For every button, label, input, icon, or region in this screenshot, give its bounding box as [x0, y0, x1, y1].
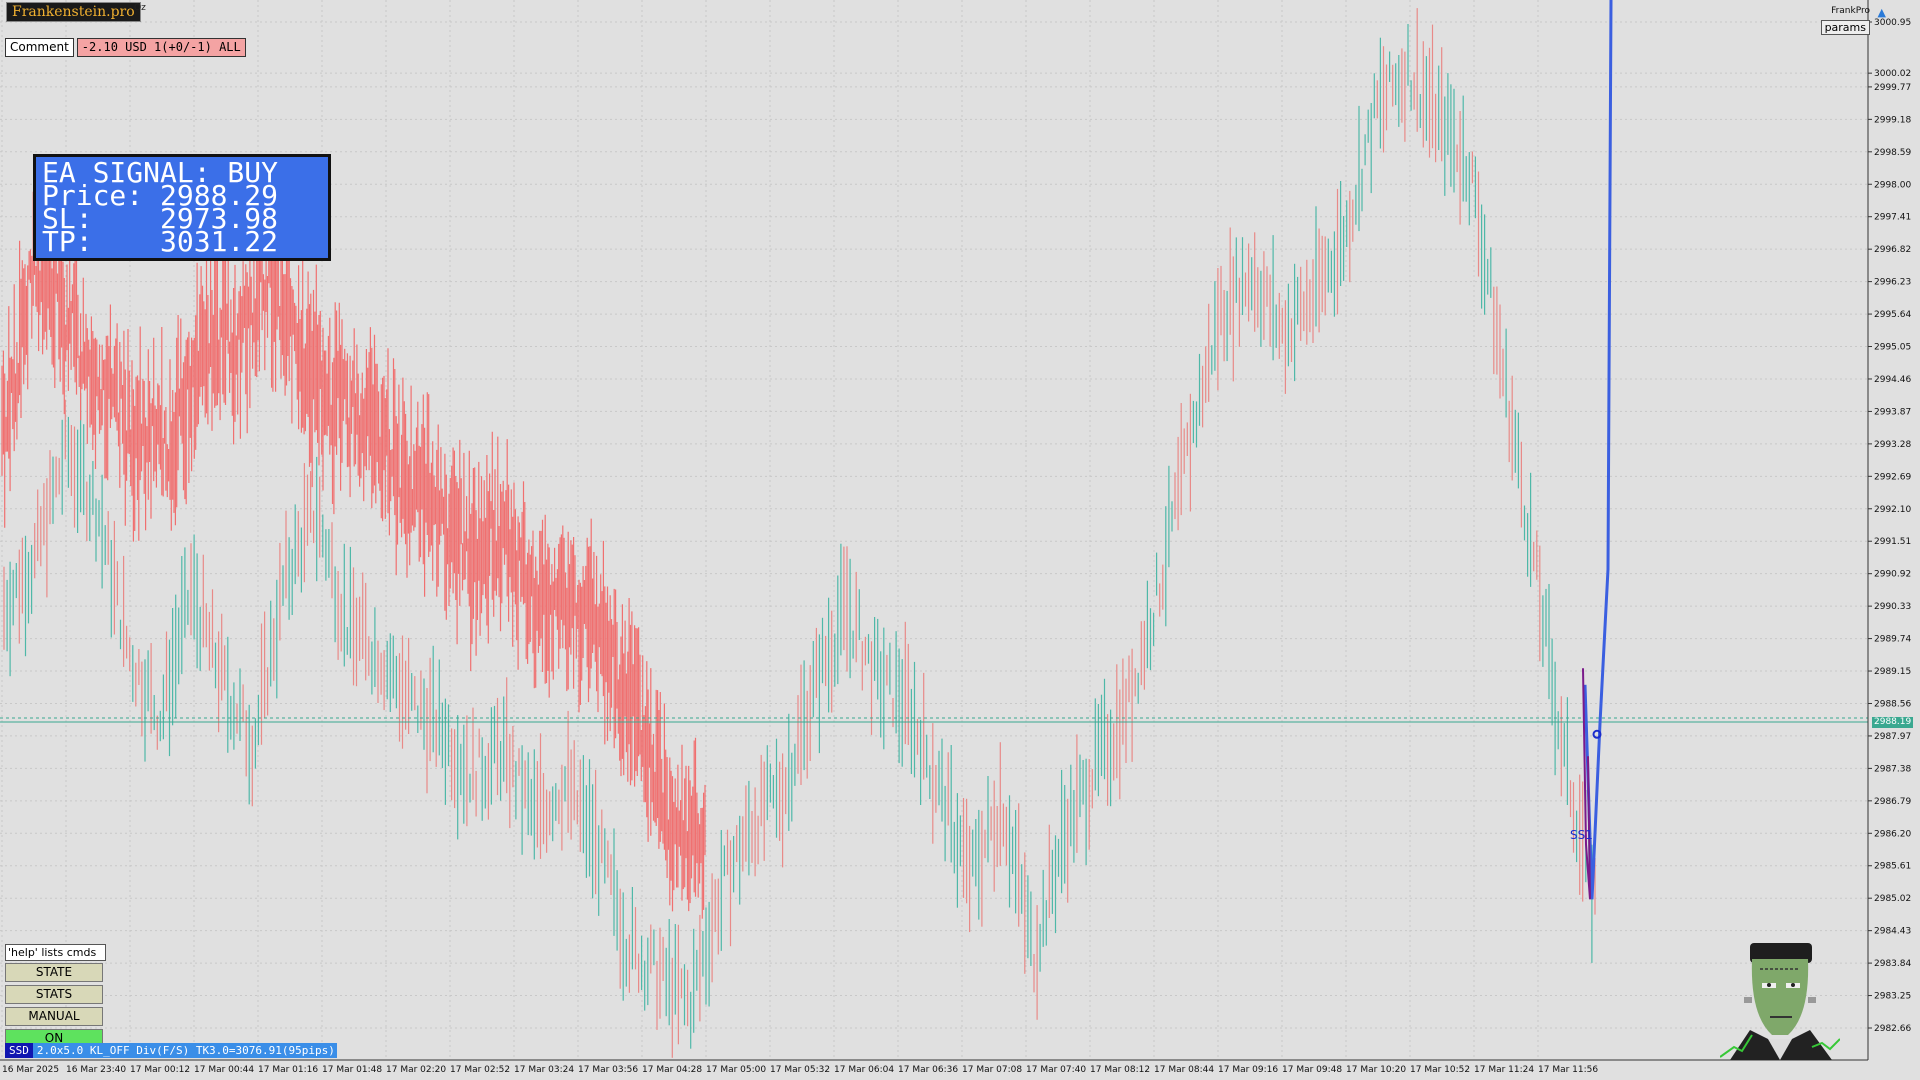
time-tick-4: 17 Mar 01:16	[258, 1065, 318, 1075]
price-tick-16: 2991.51	[1874, 537, 1911, 547]
time-tick-13: 17 Mar 06:04	[834, 1065, 894, 1075]
price-tick-4: 2998.59	[1874, 148, 1911, 158]
price-tick-18: 2990.33	[1874, 602, 1911, 612]
time-tick-14: 17 Mar 06:36	[898, 1065, 958, 1075]
time-tick-10: 17 Mar 04:28	[642, 1065, 702, 1075]
signal-sl: SL: 2973.98	[42, 202, 279, 235]
ask-candles	[1, 191, 706, 919]
frankenstein-avatar-icon	[1720, 943, 1840, 1060]
time-axis: 16 Mar 2025 16 Mar 23:40 17 Mar 00:12 17 Ma…	[2, 1065, 1598, 1075]
current-price-marker: 2988.19	[1872, 717, 1914, 728]
status-bar: SSD 2.0x5.0 KL_OFF Div(F/S) TK3.0=3076.9…	[5, 1043, 337, 1058]
price-tick-7: 2996.82	[1874, 245, 1911, 255]
price-tick-25: 2986.20	[1874, 829, 1911, 839]
price-tick-11: 2994.46	[1874, 375, 1911, 385]
ssd-marker	[1592, 729, 1602, 739]
price-tick-21: 2988.56	[1874, 699, 1911, 709]
signal-price: Price: 2988.29	[42, 179, 279, 212]
params-button[interactable]: params	[1820, 20, 1870, 35]
price-tick-26: 2985.61	[1874, 862, 1911, 872]
price-axis-bg	[1868, 0, 1920, 1060]
ssd-tag: SSD	[5, 1043, 33, 1058]
ea-signal-box: EA SIGNAL: BUY Price: 2988.29 SL: 2973.9…	[33, 154, 331, 261]
price-tick-22: 2987.97	[1874, 732, 1911, 742]
price-tick-15: 2992.10	[1874, 505, 1911, 515]
time-tick-9: 17 Mar 03:56	[578, 1065, 638, 1075]
time-tick-23: 17 Mar 11:24	[1474, 1065, 1534, 1075]
time-tick-1: 16 Mar 23:40	[66, 1065, 126, 1075]
price-tick-2: 2999.77	[1874, 83, 1911, 93]
price-axis: 3000.95 3000.02 2999.77 2999.18 2998.59 2998.…	[1868, 18, 1911, 1034]
price-tick-1: 3000.02	[1874, 69, 1911, 79]
price-tick-5: 2998.00	[1874, 180, 1911, 190]
time-tick-22: 17 Mar 10:52	[1410, 1065, 1470, 1075]
time-tick-19: 17 Mar 09:16	[1218, 1065, 1278, 1075]
time-tick-6: 17 Mar 02:20	[386, 1065, 446, 1075]
price-tick-17: 2990.92	[1874, 570, 1911, 580]
time-tick-16: 17 Mar 07:40	[1026, 1065, 1086, 1075]
help-hint: 'help' lists cmds	[5, 944, 106, 961]
signal-tp: TP: 3031.22	[42, 225, 279, 258]
time-tick-2: 17 Mar 00:12	[130, 1065, 190, 1075]
time-tick-11: 17 Mar 05:00	[706, 1065, 766, 1075]
price-tick-13: 2993.28	[1874, 440, 1911, 450]
price-tick-9: 2995.64	[1874, 310, 1911, 320]
status-text: 2.0x5.0 KL_OFF Div(F/S) TK3.0=3076.91(95…	[36, 1044, 335, 1057]
time-tick-20: 17 Mar 09:48	[1282, 1065, 1342, 1075]
price-tick-8: 2996.23	[1874, 278, 1911, 288]
time-tick-17: 17 Mar 08:12	[1090, 1065, 1150, 1075]
time-tick-18: 17 Mar 08:44	[1154, 1065, 1214, 1075]
frank-label: FrankPro	[1831, 6, 1870, 16]
brand-logo: Frankenstein.pro	[6, 2, 141, 22]
time-tick-8: 17 Mar 03:24	[514, 1065, 574, 1075]
bid-candles	[3, 8, 1596, 1058]
stats-button[interactable]: STATS	[5, 985, 103, 1004]
ssd-indicator	[1582, 0, 1613, 900]
time-tick-12: 17 Mar 05:32	[770, 1065, 830, 1075]
state-button[interactable]: STATE	[5, 963, 103, 982]
time-tick-3: 17 Mar 00:44	[194, 1065, 254, 1075]
price-tick-20: 2989.15	[1874, 667, 1911, 677]
time-tick-0: 16 Mar 2025	[2, 1065, 59, 1075]
comment-row: Comment -2.10 USD 1(+0/-1) ALL	[5, 38, 246, 57]
price-tick-14: 2992.69	[1874, 472, 1911, 482]
price-tick-10: 2995.05	[1874, 343, 1911, 353]
price-tick-23: 2987.38	[1874, 764, 1911, 774]
price-tick-0: 3000.95	[1874, 18, 1911, 28]
ss1-label: SS1	[1570, 828, 1593, 842]
manual-button[interactable]: MANUAL	[5, 1007, 103, 1026]
price-tick-29: 2983.84	[1874, 959, 1911, 969]
price-tick-28: 2984.43	[1874, 927, 1911, 937]
signal-title: EA SIGNAL: BUY	[42, 156, 279, 189]
price-tick-19: 2989.74	[1874, 635, 1911, 645]
price-tick-27: 2985.02	[1874, 894, 1911, 904]
time-tick-15: 17 Mar 07:08	[962, 1065, 1022, 1075]
price-tick-24: 2986.79	[1874, 797, 1911, 807]
ssd-purple	[1582, 668, 1591, 900]
time-tick-21: 17 Mar 10:20	[1346, 1065, 1406, 1075]
graduation-cap-icon[interactable]: ▲	[1877, 6, 1886, 19]
time-tick-24: 17 Mar 11:56	[1538, 1065, 1598, 1075]
time-tick-5: 17 Mar 01:48	[322, 1065, 382, 1075]
price-tick-6: 2997.41	[1874, 213, 1911, 223]
comment-button[interactable]: Comment	[5, 38, 74, 57]
pnl-status: -2.10 USD 1(+0/-1) ALL	[76, 38, 246, 57]
price-tick-31: 2982.66	[1874, 1024, 1911, 1034]
symbol-tag: Oz	[134, 3, 146, 13]
side-panel: 'help' lists cmds STATE STATS MANUAL ON	[5, 944, 106, 1051]
price-tick-12: 2993.87	[1874, 407, 1911, 417]
price-tick-30: 2983.25	[1874, 992, 1911, 1002]
time-tick-7: 17 Mar 02:52	[450, 1065, 510, 1075]
price-tick-3: 2999.18	[1874, 115, 1911, 125]
